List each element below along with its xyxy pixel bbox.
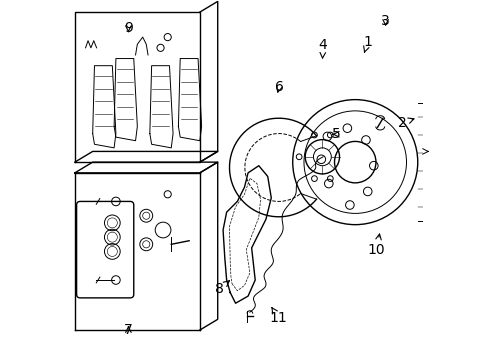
Text: 4: 4	[318, 38, 327, 58]
Text: 1: 1	[363, 36, 371, 53]
Text: 9: 9	[124, 21, 133, 35]
Text: 7: 7	[124, 323, 133, 337]
Text: 5: 5	[331, 127, 340, 141]
Text: 6: 6	[274, 80, 283, 94]
Text: 11: 11	[269, 307, 287, 324]
Text: 10: 10	[367, 234, 385, 257]
Text: 2: 2	[397, 116, 413, 130]
Text: 3: 3	[381, 14, 389, 28]
Text: 8: 8	[215, 281, 229, 296]
